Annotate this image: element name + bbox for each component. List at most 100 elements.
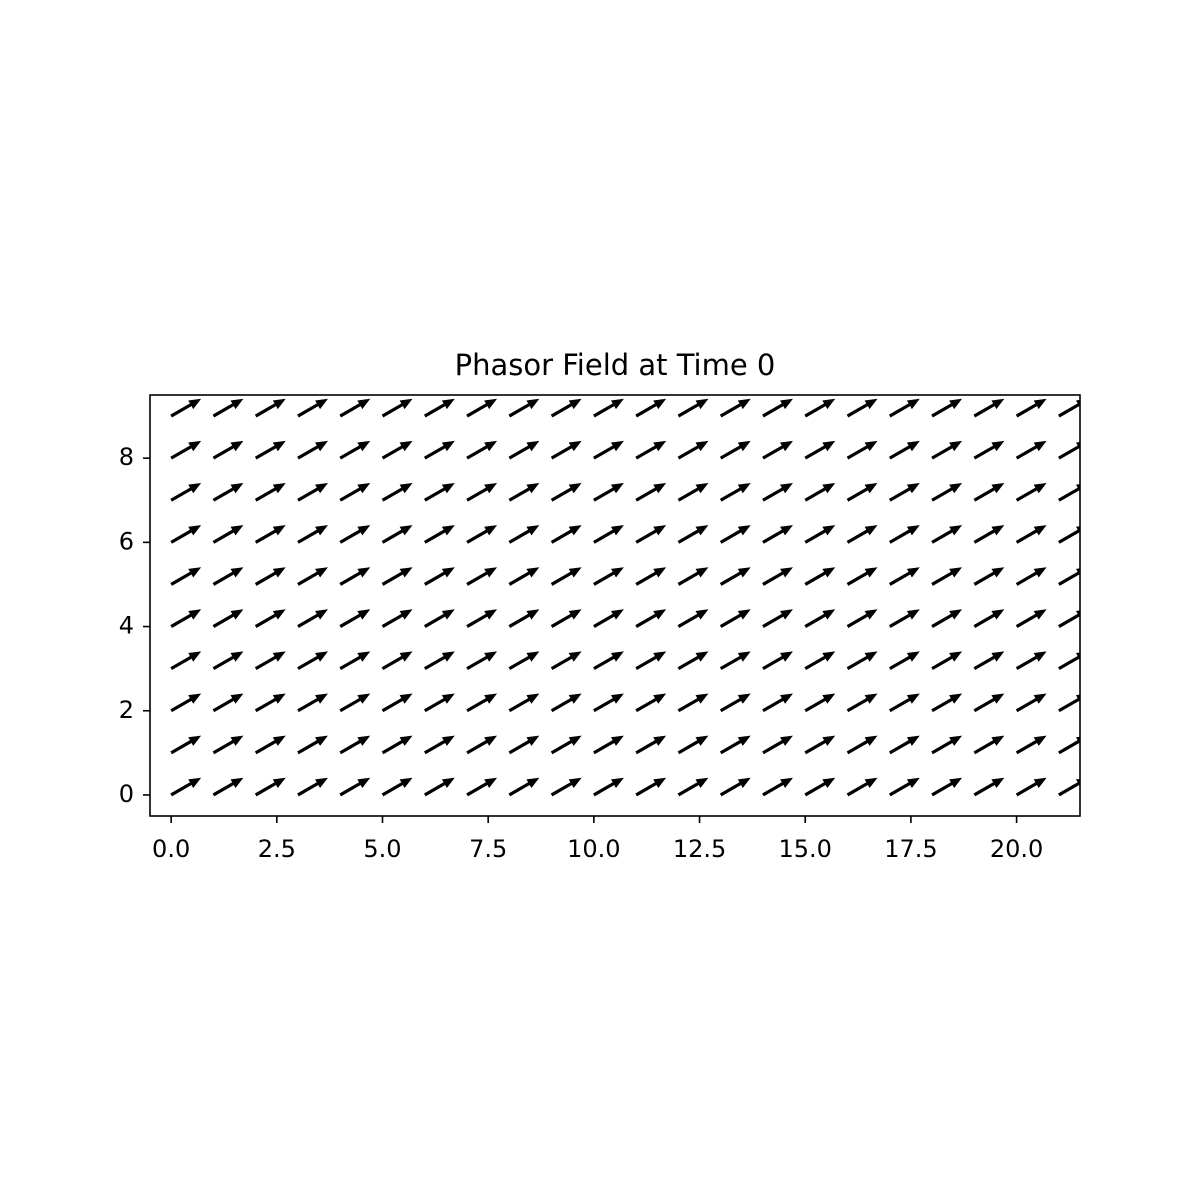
arrow: [550, 525, 582, 544]
arrow: [804, 609, 836, 628]
arrow: [593, 777, 624, 797]
arrow: [719, 567, 751, 586]
arrow: [635, 609, 667, 628]
arrow: [423, 440, 455, 460]
arrow: [254, 525, 286, 544]
arrow: [254, 440, 286, 460]
arrow: [550, 398, 582, 418]
arrow: [508, 398, 540, 418]
arrow: [762, 482, 793, 502]
arrow-layer: [170, 398, 1080, 797]
arrow: [508, 482, 540, 502]
arrow: [677, 609, 709, 628]
arrow: [719, 440, 751, 460]
arrow: [254, 567, 286, 586]
arrow: [381, 440, 413, 460]
arrow: [423, 398, 455, 418]
arrow: [762, 525, 793, 544]
arrow: [339, 567, 371, 586]
arrow: [593, 567, 624, 586]
arrow: [381, 482, 413, 502]
arrow: [466, 440, 498, 460]
arrow: [339, 693, 371, 713]
arrow: [1058, 778, 1080, 797]
arrow: [762, 693, 793, 713]
arrow: [593, 651, 624, 671]
arrow: [381, 525, 413, 544]
arrow: [846, 693, 878, 713]
arrow: [1015, 609, 1047, 628]
arrow: [339, 609, 371, 628]
arrow: [888, 777, 920, 797]
arrow: [804, 651, 836, 671]
arrow: [973, 609, 1005, 628]
arrow: [466, 651, 498, 671]
arrow: [804, 735, 836, 755]
arrow: [888, 440, 920, 460]
arrow: [846, 567, 878, 586]
arrow: [1058, 568, 1080, 586]
arrow: [423, 651, 455, 671]
arrow: [381, 609, 413, 628]
arrow: [254, 735, 286, 755]
arrow: [381, 567, 413, 586]
chart-title: Phasor Field at Time 0: [455, 348, 776, 382]
arrow: [973, 482, 1005, 502]
arrow: [423, 525, 455, 544]
arrow: [635, 777, 667, 797]
arrow: [297, 609, 328, 628]
arrow: [212, 651, 244, 671]
arrow: [677, 567, 709, 586]
arrow: [550, 482, 582, 502]
arrow: [339, 735, 371, 755]
arrow: [846, 735, 878, 755]
arrow: [550, 777, 582, 797]
arrow: [423, 567, 455, 586]
arrow: [804, 525, 836, 544]
arrow: [508, 567, 540, 586]
arrow: [466, 525, 498, 544]
arrow: [677, 482, 709, 502]
x-tick-label: 12.5: [673, 835, 726, 863]
arrow: [297, 440, 328, 460]
arrow: [762, 567, 793, 586]
y-tick-label: 2: [119, 696, 134, 724]
arrow: [931, 398, 963, 418]
arrow: [550, 651, 582, 671]
arrow: [931, 693, 963, 713]
arrow: [762, 609, 793, 628]
arrow: [1015, 398, 1047, 418]
arrow: [593, 609, 624, 628]
arrow: [1058, 694, 1080, 713]
arrow: [339, 651, 371, 671]
arrow: [888, 482, 920, 502]
x-tick-label: 0.0: [152, 835, 190, 863]
arrow: [212, 609, 244, 628]
x-tick-label: 5.0: [363, 835, 401, 863]
arrow: [931, 567, 963, 586]
arrow: [254, 777, 286, 797]
arrow: [381, 777, 413, 797]
arrow: [297, 735, 328, 755]
arrow: [466, 398, 498, 418]
arrow: [888, 693, 920, 713]
arrow: [1015, 525, 1047, 544]
arrow: [170, 567, 202, 586]
arrow: [635, 567, 667, 586]
arrow: [973, 440, 1005, 460]
arrow: [931, 735, 963, 755]
arrow: [339, 525, 371, 544]
x-tick-label: 17.5: [884, 835, 937, 863]
arrow: [212, 777, 244, 797]
x-tick-label: 15.0: [779, 835, 832, 863]
arrow: [931, 651, 963, 671]
arrow: [1058, 652, 1080, 671]
arrow: [593, 693, 624, 713]
arrow: [719, 609, 751, 628]
arrow: [254, 651, 286, 671]
arrow: [593, 398, 624, 418]
arrow: [762, 651, 793, 671]
arrow: [170, 777, 202, 797]
arrow: [888, 398, 920, 418]
